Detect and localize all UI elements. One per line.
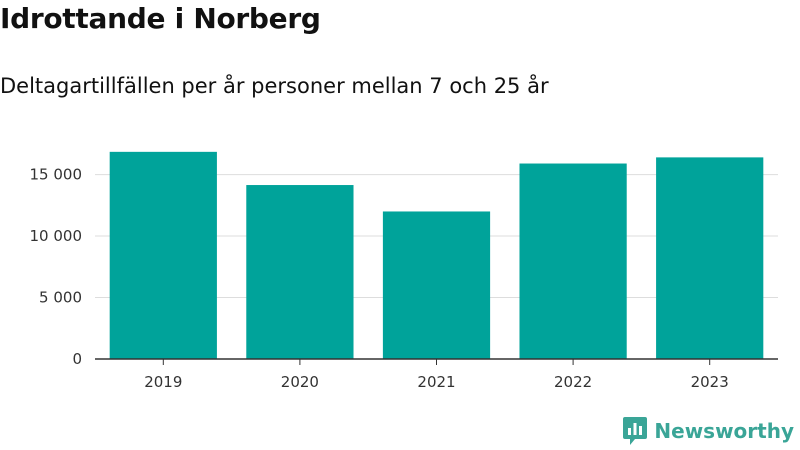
x-tick-label: 2019	[144, 373, 182, 391]
newsworthy-logo-icon	[623, 417, 648, 445]
bar	[109, 151, 217, 359]
x-tick-label: 2020	[281, 373, 319, 391]
bar	[382, 211, 491, 359]
chart-subtitle: Deltagartillfällen per år personer mella…	[0, 74, 549, 98]
x-tick-label: 2023	[691, 373, 729, 391]
x-tick-label: 2021	[417, 373, 455, 391]
brand: Newsworthy	[622, 416, 794, 446]
y-tick-label: 0	[72, 350, 82, 368]
x-tick-label: 2022	[554, 373, 592, 391]
bar	[519, 163, 627, 359]
y-tick-label: 15 000	[30, 166, 83, 184]
y-tick-label: 10 000	[30, 227, 83, 245]
bar	[656, 157, 764, 359]
brand-name: Newsworthy	[654, 419, 794, 443]
y-tick-label: 5 000	[39, 289, 82, 307]
bar	[246, 185, 354, 359]
chart-title: Idrottande i Norberg	[0, 2, 321, 35]
